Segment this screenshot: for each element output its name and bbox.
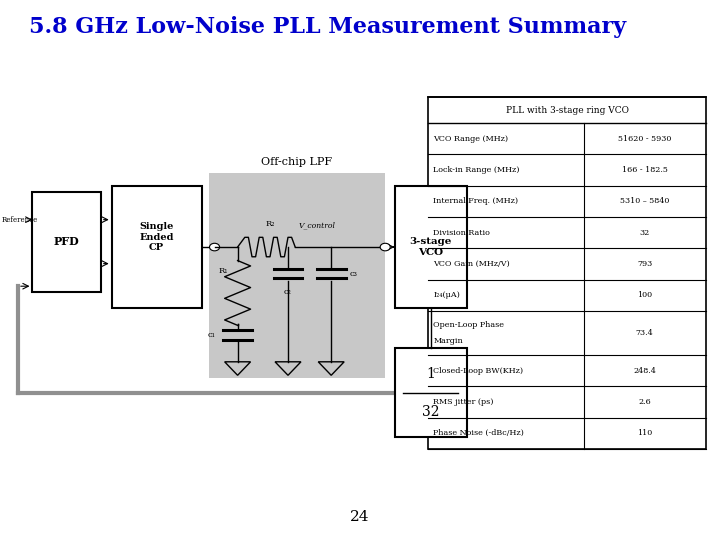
Text: 100: 100 (637, 292, 652, 299)
Text: Single
Ended
CP: Single Ended CP (140, 222, 174, 252)
Text: Internal Freq. (MHz): Internal Freq. (MHz) (433, 198, 518, 205)
Text: 3-stage
VCO: 3-stage VCO (410, 238, 451, 256)
Text: Phase Noise (-dBc/Hz): Phase Noise (-dBc/Hz) (433, 429, 524, 437)
Text: R₂: R₂ (265, 220, 275, 228)
Text: V_control: V_control (298, 221, 336, 229)
Text: Open-Loop Phase: Open-Loop Phase (433, 321, 505, 329)
Bar (209, 173, 385, 378)
Bar (395, 186, 467, 308)
Text: 166 - 182.5: 166 - 182.5 (621, 166, 667, 174)
Text: c₁: c₁ (208, 331, 216, 339)
Text: PLL with 3-stage ring VCO: PLL with 3-stage ring VCO (505, 106, 629, 114)
Text: 5.8 GHz Low-Noise PLL Measurement Summary: 5.8 GHz Low-Noise PLL Measurement Summar… (29, 16, 626, 38)
Text: 110: 110 (637, 429, 652, 437)
Text: c₂: c₂ (284, 287, 292, 295)
Bar (112, 186, 202, 308)
Text: 32: 32 (639, 229, 649, 237)
Text: I₂₄(μA): I₂₄(μA) (433, 292, 460, 299)
Text: Off-chip LPF: Off-chip LPF (261, 157, 333, 167)
Text: 2.6: 2.6 (638, 398, 651, 406)
Bar (428, 97, 706, 449)
Text: 5310 – 5840: 5310 – 5840 (620, 198, 670, 205)
Text: 73.4: 73.4 (636, 329, 654, 337)
Text: VCO Gain (MHz/V): VCO Gain (MHz/V) (433, 260, 510, 268)
Text: R₁: R₁ (218, 267, 228, 275)
Text: PFD: PFD (54, 236, 79, 247)
Text: Margin: Margin (433, 337, 463, 345)
Text: 248.4: 248.4 (633, 367, 656, 375)
Text: 793: 793 (637, 260, 652, 268)
Text: 1: 1 (426, 367, 435, 381)
Text: 51620 - 5930: 51620 - 5930 (618, 135, 671, 143)
Circle shape (210, 243, 220, 251)
Text: Reference: Reference (1, 215, 37, 224)
Text: Closed-Loop BW(KHz): Closed-Loop BW(KHz) (433, 367, 523, 375)
Text: 24: 24 (350, 510, 370, 524)
Text: Lock-in Range (MHz): Lock-in Range (MHz) (433, 166, 520, 174)
Text: Division Ratio: Division Ratio (433, 229, 490, 237)
Text: RMS jitter (ps): RMS jitter (ps) (433, 398, 494, 406)
Bar (32, 192, 101, 292)
Text: 32: 32 (422, 405, 439, 418)
Text: c₃: c₃ (349, 270, 357, 278)
Circle shape (380, 243, 390, 251)
Text: VCO Range (MHz): VCO Range (MHz) (433, 135, 508, 143)
Bar (395, 348, 467, 437)
